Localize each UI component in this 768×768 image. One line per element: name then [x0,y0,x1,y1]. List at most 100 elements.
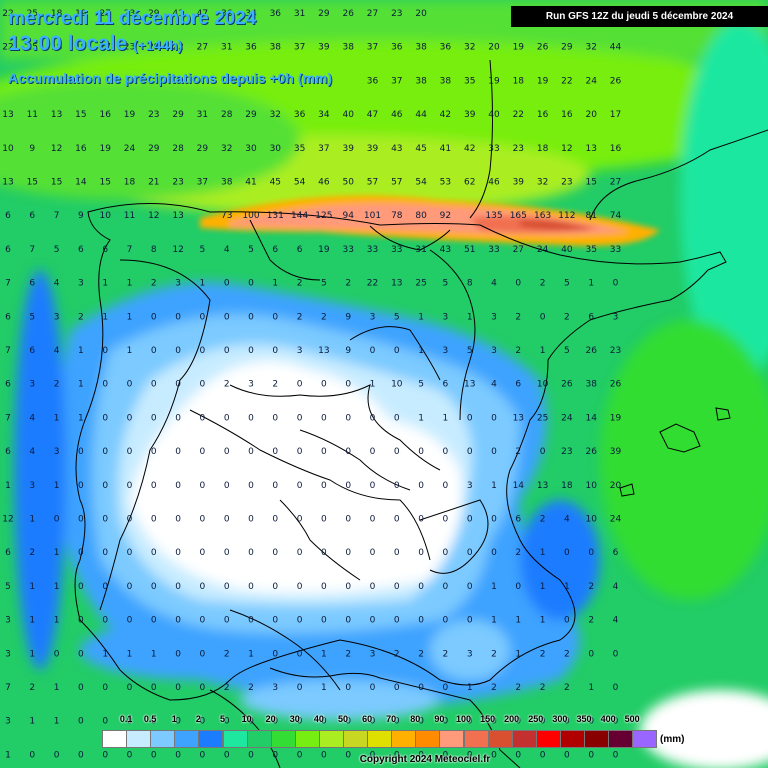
grid-value: 2 [394,649,400,659]
grid-value: 0 [151,380,157,390]
grid-value: 1 [54,616,60,626]
grid-value: 1 [5,481,11,491]
grid-value: 13 [318,346,329,356]
legend-swatch [174,730,200,748]
grid-value: 0 [102,346,108,356]
grid-value: 7 [5,279,11,289]
grid-value: 0 [127,582,133,592]
grid-value: 1 [540,582,546,592]
grid-value: 32 [270,110,281,120]
grid-value: 3 [54,312,60,322]
legend-label: 20 [265,714,276,724]
legend-swatch [102,730,128,748]
grid-value: 0 [200,616,206,626]
grid-value: 6 [29,211,35,221]
legend-swatch [463,730,489,748]
grid-value: 0 [175,447,181,457]
grid-value: 0 [175,515,181,525]
grid-value: 19 [318,245,330,255]
grid-value: 2 [224,649,230,659]
grid-value: 26 [585,447,597,457]
grid-value: 29 [148,43,160,53]
grid-value: 2 [151,279,157,289]
grid-value: 9 [78,211,84,221]
grid-value: 0 [515,750,521,760]
grid-value: 0 [175,312,181,322]
grid-value: 0 [272,582,278,592]
grid-value: 0 [345,548,351,558]
grid-value: 0 [54,515,60,525]
grid-value: 12 [2,515,13,525]
grid-value: 0 [175,750,181,760]
grid-value: 0 [127,515,133,525]
grid-value: 0 [127,683,133,693]
grid-value: 0 [78,616,84,626]
grid-value: 0 [224,481,230,491]
grid-value: 45 [270,178,281,188]
grid-value: 46 [318,178,330,188]
grid-value: 19 [488,76,500,86]
grid-value: 18 [51,43,63,53]
grid-value: 1 [540,548,546,558]
grid-value: 2 [540,515,546,525]
grid-value: 22 [2,43,13,53]
grid-value: 27 [367,9,378,19]
grid-value: 2 [515,683,521,693]
grid-value: 4 [54,279,60,289]
grid-value: 35 [294,144,305,154]
grid-value: 12 [148,211,159,221]
grid-value: 0 [613,683,619,693]
grid-value: 5 [5,582,11,592]
grid-value: 0 [418,481,424,491]
grid-value: 7 [5,683,11,693]
grid-value: 2 [515,548,521,558]
grid-value: 0 [151,616,157,626]
grid-value: 0 [345,515,351,525]
grid-value: 0 [224,717,230,727]
grid-value: 1 [588,279,594,289]
grid-value: 23 [561,178,572,188]
legend-label: 40 [313,714,324,724]
legend-swatch [415,730,441,748]
grid-value: 10 [585,481,597,491]
grid-value: 22 [172,43,183,53]
grid-value: 24 [585,76,597,86]
grid-value: 3 [29,481,35,491]
grid-value: 0 [418,616,424,626]
grid-value: 1 [78,346,84,356]
grid-value: 0 [272,481,278,491]
grid-value: 2 [515,447,521,457]
grid-value: 0 [370,481,376,491]
grid-value: 7 [29,245,35,255]
grid-value: 46 [488,178,500,188]
grid-value: 0 [345,750,351,760]
grid-value: 36 [367,76,379,86]
grid-value: 1 [540,616,546,626]
legend-swatch [343,730,369,748]
grid-value: 0 [200,346,206,356]
grid-value: 39 [513,178,525,188]
grid-value: 0 [297,717,303,727]
grid-value: 10 [2,144,14,154]
grid-value: 0 [200,548,206,558]
grid-value: 20 [415,9,427,19]
grid-value: 0 [297,616,303,626]
grid-value: 0 [224,582,230,592]
grid-value: 29 [148,9,160,19]
grid-value: 6 [5,447,11,457]
legend-swatch [150,730,176,748]
legend-swatch [487,730,513,748]
grid-value: 0 [370,717,376,727]
grid-value: 38 [440,76,452,86]
grid-value: 0 [613,649,619,659]
grid-value: 0 [321,548,327,558]
grid-value: 0 [297,413,303,423]
grid-value: 0 [540,312,546,322]
grid-value: 0 [418,447,424,457]
grid-value: 27 [513,245,524,255]
grid-value: 0 [151,346,157,356]
grid-value: 81 [585,211,596,221]
grid-value: 0 [321,413,327,423]
grid-value: 0 [127,413,133,423]
grid-value: 0 [272,312,278,322]
